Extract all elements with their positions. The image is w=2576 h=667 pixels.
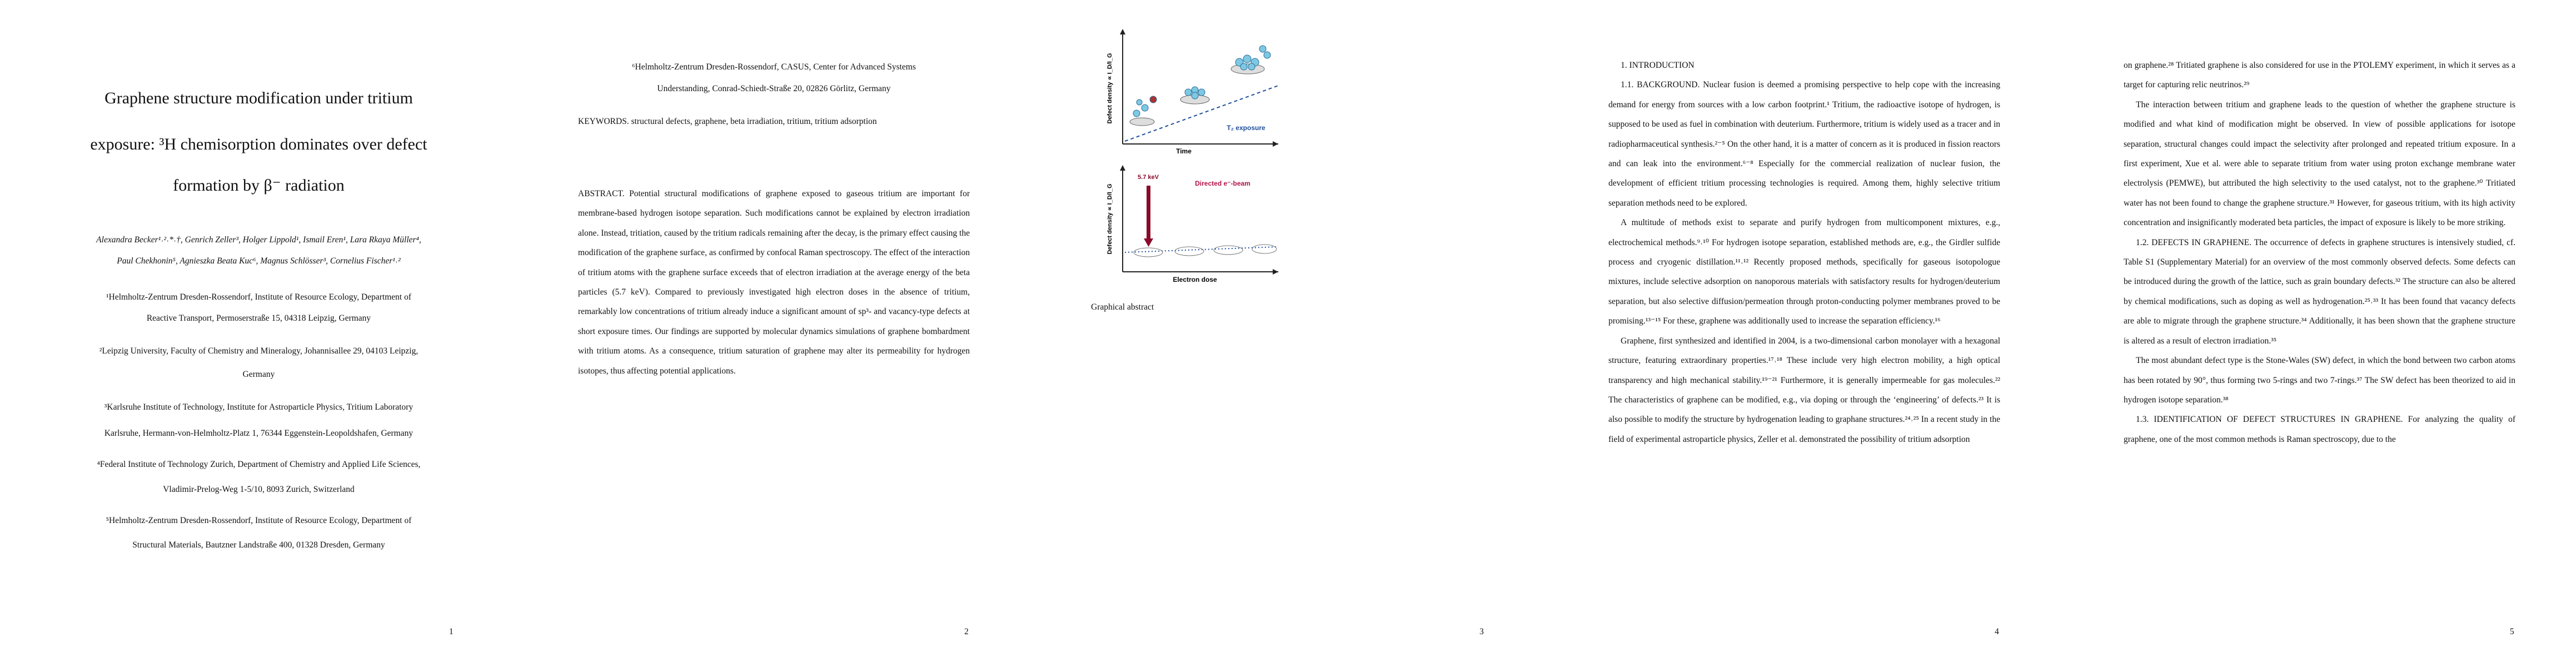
affiliation: ³Karlsruhe Institute of Technology, Inst… — [104, 402, 413, 412]
x-axis-label: Time — [1176, 147, 1192, 155]
affiliation: ²Leipzig University, Faculty of Chemistr… — [99, 346, 418, 356]
affiliation: Structural Materials, Bautzner Landstraß… — [132, 540, 385, 550]
body-text: 1. INTRODUCTION 1.1. BACKGROUND. Nuclear… — [1608, 56, 2000, 449]
paragraph: Graphene, first synthesized and identifi… — [1608, 336, 2000, 444]
affiliation: Understanding, Conrad-Schiedt-Straße 20,… — [657, 84, 891, 93]
authors: Paul Chekhonin⁵, Agnieszka Beata Kuc⁶, M… — [117, 256, 401, 266]
figure-caption: Graphical abstract — [1091, 302, 1154, 312]
affiliation: ⁵Helmholtz-Zentrum Dresden-Rossendorf, I… — [106, 516, 412, 525]
x-axis-label: Electron dose — [1173, 276, 1217, 283]
y-axis-label: Defect density ∝ I_D/I_G — [1107, 53, 1113, 123]
energy-label: 5.7 keV — [1138, 174, 1159, 181]
authors: Alexandra Becker¹˒²˒*˒†, Genrich Zeller³… — [96, 235, 421, 245]
affiliation: ⁴Federal Institute of Technology Zurich,… — [97, 460, 421, 469]
paragraph: 1.1. BACKGROUND. Nuclear fusion is deeme… — [1608, 80, 2000, 208]
page: Defect density ∝ I_D/I_G Time T₂ exposur… — [1030, 0, 1546, 667]
title-line: exposure: ³H chemisorption dominates ove… — [90, 135, 427, 153]
paragraph: The interaction between tritium and grap… — [2124, 99, 2515, 228]
graphical-abstract: Defect density ∝ I_D/I_G Time T₂ exposur… — [1107, 29, 1279, 283]
affiliation: Reactive Transport, Permoserstraße 15, 0… — [146, 313, 371, 323]
page: Graphene structure modification under tr… — [0, 0, 515, 667]
beam-label: Directed e⁻-beam — [1195, 180, 1250, 187]
paragraph: A multitude of methods exist to separate… — [1608, 218, 2000, 326]
page: ⁶Helmholtz-Zentrum Dresden-Rossendorf, C… — [515, 0, 1030, 667]
keywords: KEYWORDS. structural defects, graphene, … — [578, 117, 877, 126]
page: on graphene.²⁸ Tritiated graphene is als… — [2061, 0, 2576, 667]
section-heading: 1. INTRODUCTION — [1621, 61, 1695, 70]
abstract: ABSTRACT. Potential structural modificat… — [578, 184, 970, 381]
page-number: 1 — [449, 627, 454, 636]
body-text: on graphene.²⁸ Tritiated graphene is als… — [2124, 56, 2515, 449]
page-number: 5 — [2510, 627, 2514, 636]
paragraph: on graphene.²⁸ Tritiated graphene is als… — [2124, 61, 2515, 90]
affiliation: Vladimir-Prelog-Weg 1-5/10, 8093 Zurich,… — [163, 485, 355, 494]
paragraph: 1.2. DEFECTS IN GRAPHENE. The occurrence… — [2124, 237, 2515, 346]
page: 1. INTRODUCTION 1.1. BACKGROUND. Nuclear… — [1546, 0, 2061, 667]
paragraph: The most abundant defect type is the Sto… — [2124, 356, 2515, 405]
page-number: 2 — [964, 627, 969, 636]
affiliation: Karlsruhe, Hermann-von-Helmholtz-Platz 1… — [104, 429, 413, 438]
abstract-text: ABSTRACT. Potential structural modificat… — [578, 189, 970, 376]
legend-label: T₂ exposure — [1227, 124, 1265, 132]
affiliation: ¹Helmholtz-Zentrum Dresden-Rossendorf, I… — [106, 292, 411, 302]
page-number: 3 — [1479, 627, 1484, 636]
title-line: Graphene structure modification under tr… — [104, 89, 413, 107]
affiliation: ⁶Helmholtz-Zentrum Dresden-Rossendorf, C… — [632, 62, 916, 72]
y-axis-label: Defect density ∝ I_D/I_G — [1107, 183, 1113, 254]
title-line: formation by β⁻ radiation — [173, 176, 345, 195]
paragraph: 1.3. IDENTIFICATION OF DEFECT STRUCTURES… — [2124, 415, 2515, 444]
affiliation: Germany — [242, 370, 275, 379]
page-number: 4 — [1995, 627, 1999, 636]
